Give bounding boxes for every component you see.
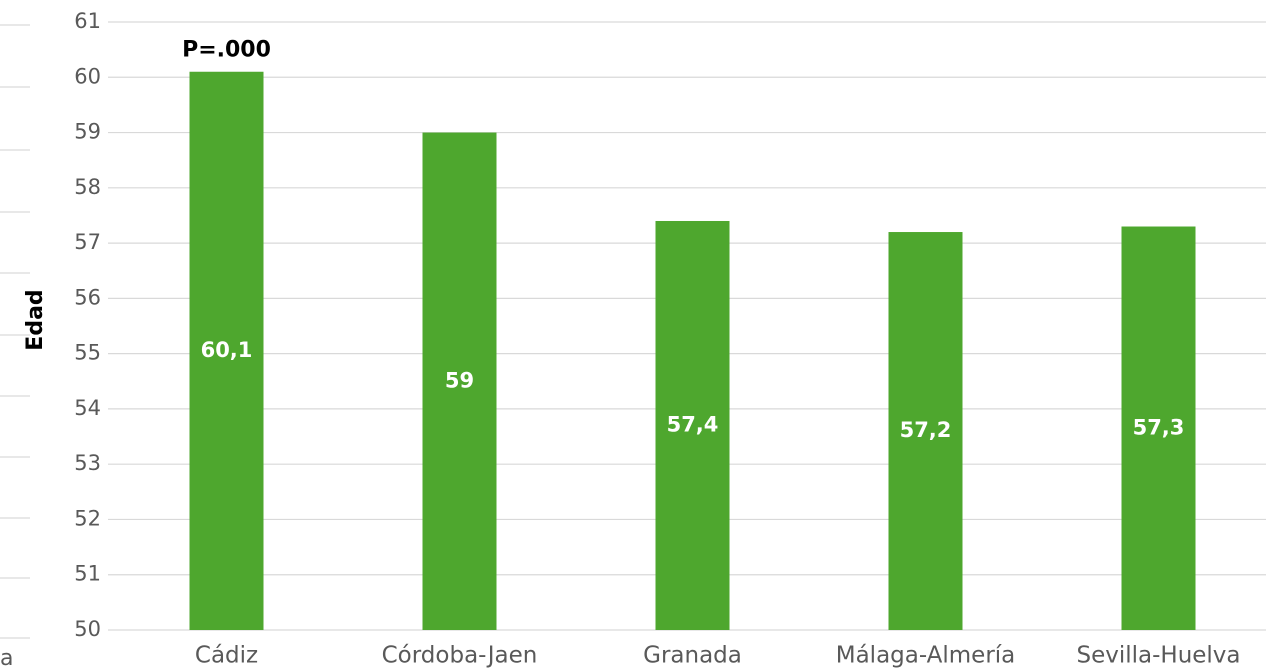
edge-text: a [0, 646, 13, 671]
left-edge-stubs [0, 24, 30, 639]
y-tick-label: 55 [74, 341, 101, 365]
y-tick-label: 61 [74, 9, 101, 33]
x-tick-label: Cádiz [195, 643, 258, 669]
value-label: 57,4 [667, 412, 719, 436]
value-label: 59 [445, 368, 474, 392]
y-tick-label: 50 [74, 617, 101, 641]
y-tick-label: 58 [74, 175, 101, 199]
value-label: 60,1 [201, 338, 253, 362]
y-tick-label: 52 [74, 506, 101, 530]
bar [655, 220, 730, 630]
bar [1121, 226, 1196, 630]
bar [888, 232, 963, 630]
y-axis-label: Edad [23, 289, 48, 350]
bar [422, 132, 497, 630]
bar [189, 71, 264, 630]
y-tick-label: 60 [74, 64, 101, 88]
value-label: 57,3 [1133, 415, 1185, 439]
y-tick-label: 56 [74, 285, 101, 309]
x-tick-label: Granada [643, 643, 742, 669]
y-tick-label: 51 [74, 562, 101, 586]
value-label: 57,2 [900, 418, 952, 442]
y-tick-label: 53 [74, 451, 101, 475]
annotation: P=.000 [182, 38, 271, 63]
y-tick-label: 59 [74, 120, 101, 144]
x-tick-label: Málaga-Almería [836, 643, 1016, 669]
y-tick-label: 54 [74, 396, 101, 420]
y-tick-label: 57 [74, 230, 101, 254]
x-tick-label: Sevilla-Huelva [1076, 643, 1240, 669]
x-tick-label: Córdoba-Jaen [382, 643, 538, 669]
